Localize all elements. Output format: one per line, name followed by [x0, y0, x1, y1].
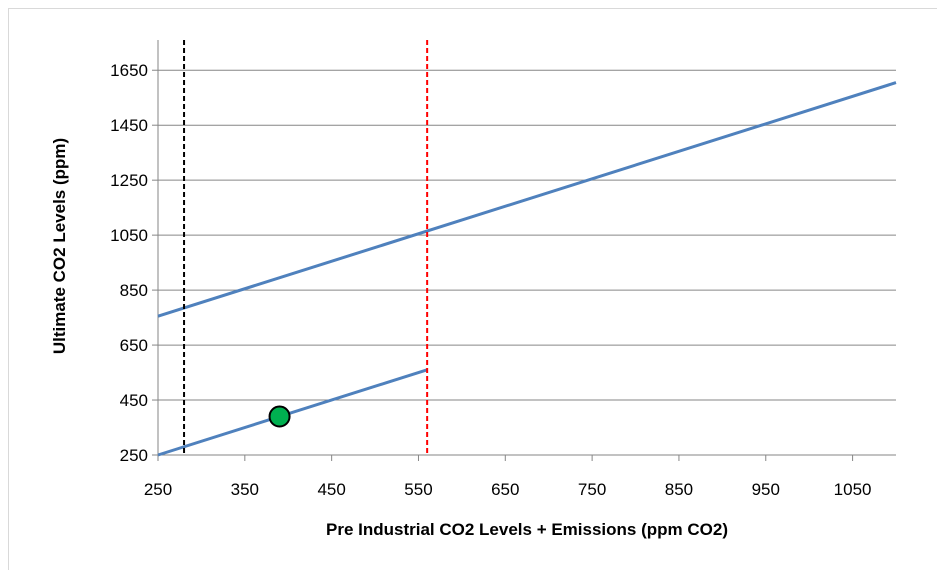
- x-tick-label: 1050: [834, 480, 872, 499]
- x-axis-title: Pre Industrial CO2 Levels + Emissions (p…: [326, 520, 728, 539]
- x-tick-label: 750: [578, 480, 606, 499]
- y-tick-label: 250: [120, 446, 148, 465]
- y-tick-label: 650: [120, 336, 148, 355]
- series-line-1: [157, 81, 897, 318]
- data-point-marker-1: [268, 405, 291, 428]
- y-tick-label: 1450: [110, 116, 148, 135]
- series-line-2: [157, 368, 428, 457]
- y-tick-label: 450: [120, 391, 148, 410]
- x-tick-label: 850: [665, 480, 693, 499]
- x-tick-label: 450: [317, 480, 345, 499]
- x-tick-label: 250: [144, 480, 172, 499]
- vertical-reference-lines: [183, 40, 429, 455]
- data-points: [268, 405, 291, 428]
- x-tick-label: 950: [752, 480, 780, 499]
- y-tick-label: 1050: [110, 226, 148, 245]
- x-tick-label: 550: [404, 480, 432, 499]
- y-tick-label: 1250: [110, 171, 148, 190]
- y-tick-label: 1650: [110, 61, 148, 80]
- y-tick-labels: 250 450 650 850 1050 1250 1450 1650: [110, 61, 148, 465]
- x-tick-labels: 250 350 450 550 650 750 850 950 1050: [144, 480, 872, 499]
- y-axis-title: Ultimate CO2 Levels (ppm): [50, 138, 69, 354]
- x-tick-label: 650: [491, 480, 519, 499]
- x-tick-label: 350: [231, 480, 259, 499]
- y-tick-label: 850: [120, 281, 148, 300]
- series-lines: [157, 81, 897, 457]
- gridlines: [152, 40, 896, 461]
- chart-frame: [8, 8, 937, 570]
